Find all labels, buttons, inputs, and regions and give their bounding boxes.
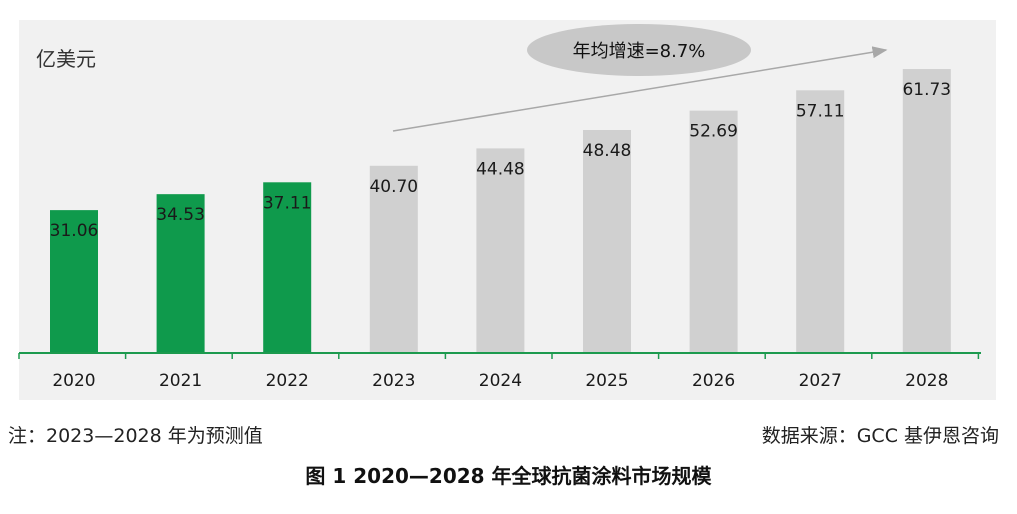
bar-2026 <box>689 110 738 353</box>
x-tick-label-2020: 2020 <box>52 371 95 391</box>
data-label-2026: 52.69 <box>689 122 738 142</box>
x-tick-label-2021: 2021 <box>159 371 202 391</box>
source-note: 数据来源：GCC 基伊恩咨询 <box>761 425 999 447</box>
bar-2021 <box>156 194 205 353</box>
data-label-2025: 48.48 <box>583 141 632 161</box>
bar-2023 <box>369 165 418 353</box>
x-tick-label-2024: 2024 <box>479 371 522 391</box>
data-label-2028: 61.73 <box>902 80 951 100</box>
bar-chart: 亿美元 31.06 34.53 37.11 40.70 44.48 48.48 52.69 5… <box>18 24 981 391</box>
x-tick-label-2026: 2026 <box>692 371 735 391</box>
y-axis-unit-label: 亿美元 <box>36 47 96 71</box>
data-label-2021: 34.53 <box>156 205 205 225</box>
x-tick-label-2022: 2022 <box>266 371 309 391</box>
data-label-2020: 31.06 <box>50 221 99 241</box>
trend-arrow <box>392 46 888 132</box>
x-tick-label-2025: 2025 <box>585 371 628 391</box>
x-axis-ticks <box>18 353 980 359</box>
bar-2025 <box>583 129 631 353</box>
bar-2028 <box>902 69 951 354</box>
bars-layer: 31.06 34.53 37.11 40.70 44.48 48.48 52.69 57.11… <box>50 69 951 354</box>
x-axis-tick-labels: 2020 2021 2022 2023 2024 2025 2026 2027 2028 <box>52 371 948 391</box>
bar-2020 <box>50 210 98 353</box>
x-tick-label-2028: 2028 <box>905 371 948 391</box>
forecast-note: 注：2023—2028 年为预测值 <box>8 425 263 447</box>
bar-2027 <box>796 90 845 353</box>
figure-caption: 图 1 2020—2028 年全球抗菌涂料市场规模 <box>305 464 712 488</box>
x-tick-label-2027: 2027 <box>799 371 842 391</box>
bar-2024 <box>476 148 525 353</box>
data-label-2022: 37.11 <box>263 193 312 213</box>
bar-2022 <box>263 182 312 353</box>
data-label-2024: 44.48 <box>476 159 525 179</box>
x-tick-label-2023: 2023 <box>372 371 415 391</box>
data-label-2027: 57.11 <box>796 101 845 121</box>
growth-annotation-text: 年均增速=8.7% <box>573 41 706 62</box>
data-label-2023: 40.70 <box>369 177 418 197</box>
growth-annotation-bubble <box>527 24 751 76</box>
